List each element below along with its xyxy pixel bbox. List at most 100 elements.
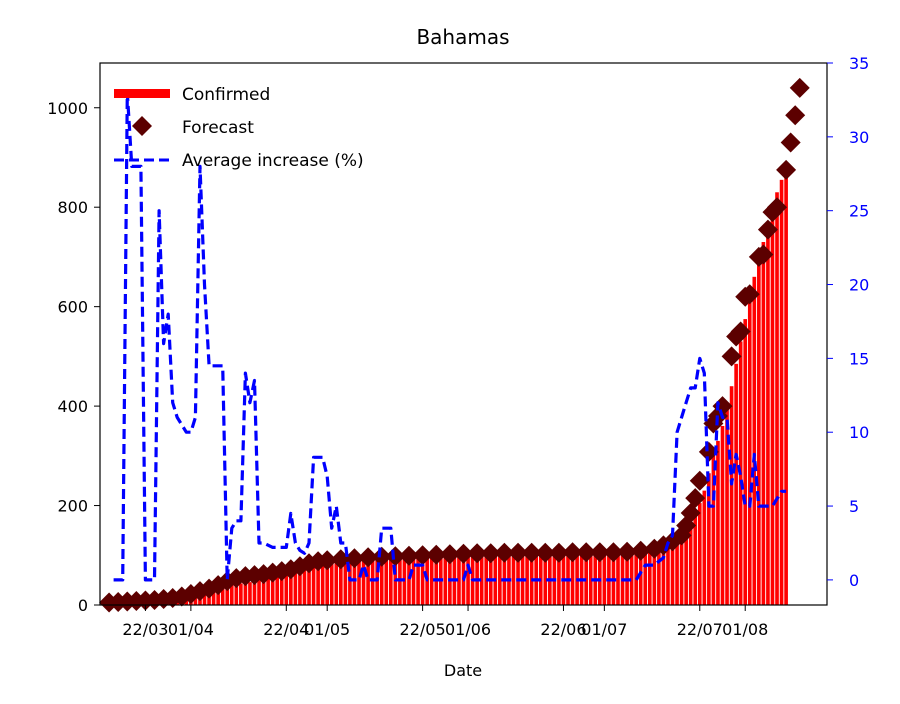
average-increase-line bbox=[113, 90, 787, 582]
forecast-point bbox=[785, 105, 806, 126]
confirmed-bar bbox=[757, 256, 761, 605]
confirmed-bar bbox=[647, 550, 652, 605]
y2-tick-label: 15 bbox=[849, 349, 869, 368]
forecast-point bbox=[630, 540, 651, 561]
confirmed-bar bbox=[638, 551, 643, 605]
confirmed-bar bbox=[234, 584, 239, 605]
confirmed-bar bbox=[225, 586, 230, 605]
forecast-point bbox=[385, 546, 406, 567]
forecast-point bbox=[508, 542, 529, 563]
y2-tick-label: 5 bbox=[849, 497, 859, 516]
x-tick-label: 22/04 bbox=[263, 620, 309, 639]
confirmed-bar bbox=[443, 555, 448, 605]
forecast-point bbox=[521, 542, 542, 563]
forecast-point bbox=[767, 197, 788, 218]
confirmed-bar bbox=[466, 554, 470, 605]
y2-tick-label: 30 bbox=[849, 128, 869, 147]
y-tick-label: 800 bbox=[57, 198, 88, 217]
confirmed-bar bbox=[266, 578, 270, 605]
confirmed-bar bbox=[525, 553, 529, 605]
x-tick-label: 01/04 bbox=[168, 620, 214, 639]
confirmed-bar bbox=[716, 440, 720, 605]
forecast-point bbox=[730, 321, 751, 342]
confirmed-bar bbox=[352, 561, 357, 605]
confirmed-bar bbox=[325, 564, 330, 605]
confirmed-bar bbox=[616, 553, 620, 605]
x-tick-label: 22/06 bbox=[540, 620, 586, 639]
forecast-point bbox=[617, 541, 638, 562]
forecast-point bbox=[721, 346, 742, 367]
x-axis-label: Date bbox=[444, 661, 482, 680]
confirmed-bar bbox=[711, 455, 716, 605]
forecast-point bbox=[757, 219, 778, 240]
confirmed-bar bbox=[211, 589, 216, 605]
confirmed-bar bbox=[411, 556, 416, 605]
forecast-point bbox=[689, 470, 710, 491]
confirmed-bar bbox=[688, 525, 693, 605]
x-tick-label: 01/05 bbox=[304, 620, 350, 639]
forecast-point bbox=[576, 542, 597, 563]
forecast-point bbox=[317, 550, 338, 571]
confirmed-bar bbox=[661, 547, 666, 605]
confirmed-bar bbox=[307, 568, 311, 605]
confirmed-bar bbox=[193, 595, 198, 605]
y2-tick-label: 25 bbox=[849, 202, 869, 221]
confirmed-bar bbox=[675, 542, 679, 605]
forecast-point bbox=[753, 244, 774, 265]
confirmed-bar bbox=[666, 546, 670, 605]
confirmed-bar bbox=[420, 556, 425, 605]
confirmed-bar bbox=[298, 570, 302, 605]
x-tick-label: 01/06 bbox=[445, 620, 491, 639]
confirmed-bar bbox=[498, 553, 502, 605]
forecast-point bbox=[453, 543, 474, 564]
confirmed-bar bbox=[588, 553, 593, 605]
confirmed-bar bbox=[784, 167, 788, 606]
forecast-point bbox=[603, 542, 624, 563]
confirmed-bar bbox=[407, 556, 411, 605]
confirmed-bar bbox=[697, 503, 702, 605]
confirmed-bar bbox=[629, 552, 634, 605]
confirmed-bar bbox=[770, 209, 775, 605]
confirmed-bar bbox=[229, 585, 234, 605]
forecast-point bbox=[398, 545, 419, 566]
confirmed-bar bbox=[416, 556, 420, 605]
confirmed-bar bbox=[316, 566, 320, 605]
forecast-point bbox=[371, 546, 392, 567]
legend: Confirmed Forecast Average increase (%) bbox=[114, 85, 364, 171]
confirmed-bar bbox=[684, 535, 688, 605]
confirmed-bar bbox=[761, 242, 766, 605]
legend-confirmed-swatch bbox=[114, 89, 170, 98]
confirmed-bar bbox=[366, 559, 370, 605]
confirmed-bar bbox=[543, 553, 548, 605]
forecast-point bbox=[562, 542, 583, 563]
y-tick-label: 600 bbox=[57, 298, 88, 317]
forecast-point bbox=[439, 544, 460, 565]
confirmed-bar bbox=[707, 473, 711, 605]
forecast-point bbox=[680, 503, 701, 524]
confirmed-bar bbox=[275, 576, 280, 605]
confirmed-bar bbox=[348, 561, 352, 605]
forecast-point bbox=[480, 543, 501, 564]
x-tick-label: 22/05 bbox=[400, 620, 446, 639]
legend-forecast-swatch bbox=[132, 116, 152, 136]
confirmed-bar bbox=[720, 425, 725, 605]
forecast-point bbox=[412, 545, 433, 566]
forecast-point bbox=[776, 159, 797, 180]
confirmed-bar bbox=[239, 583, 243, 605]
confirmed-bar bbox=[457, 554, 461, 605]
confirmed-bar bbox=[216, 588, 220, 605]
confirmed-bar bbox=[339, 562, 343, 605]
confirmed-bar bbox=[652, 549, 657, 605]
forecast-point bbox=[685, 488, 706, 509]
confirmed-bar bbox=[747, 296, 752, 605]
confirmed-bar bbox=[429, 555, 434, 605]
forecast-point bbox=[467, 543, 488, 564]
forecast-point bbox=[789, 77, 810, 98]
y2-tick-label: 35 bbox=[849, 54, 869, 73]
confirmed-bar bbox=[257, 580, 261, 605]
confirmed-bar bbox=[279, 575, 284, 605]
confirmed-bar bbox=[511, 553, 516, 605]
confirmed-bar bbox=[570, 553, 575, 605]
confirmed-bar bbox=[657, 548, 661, 605]
